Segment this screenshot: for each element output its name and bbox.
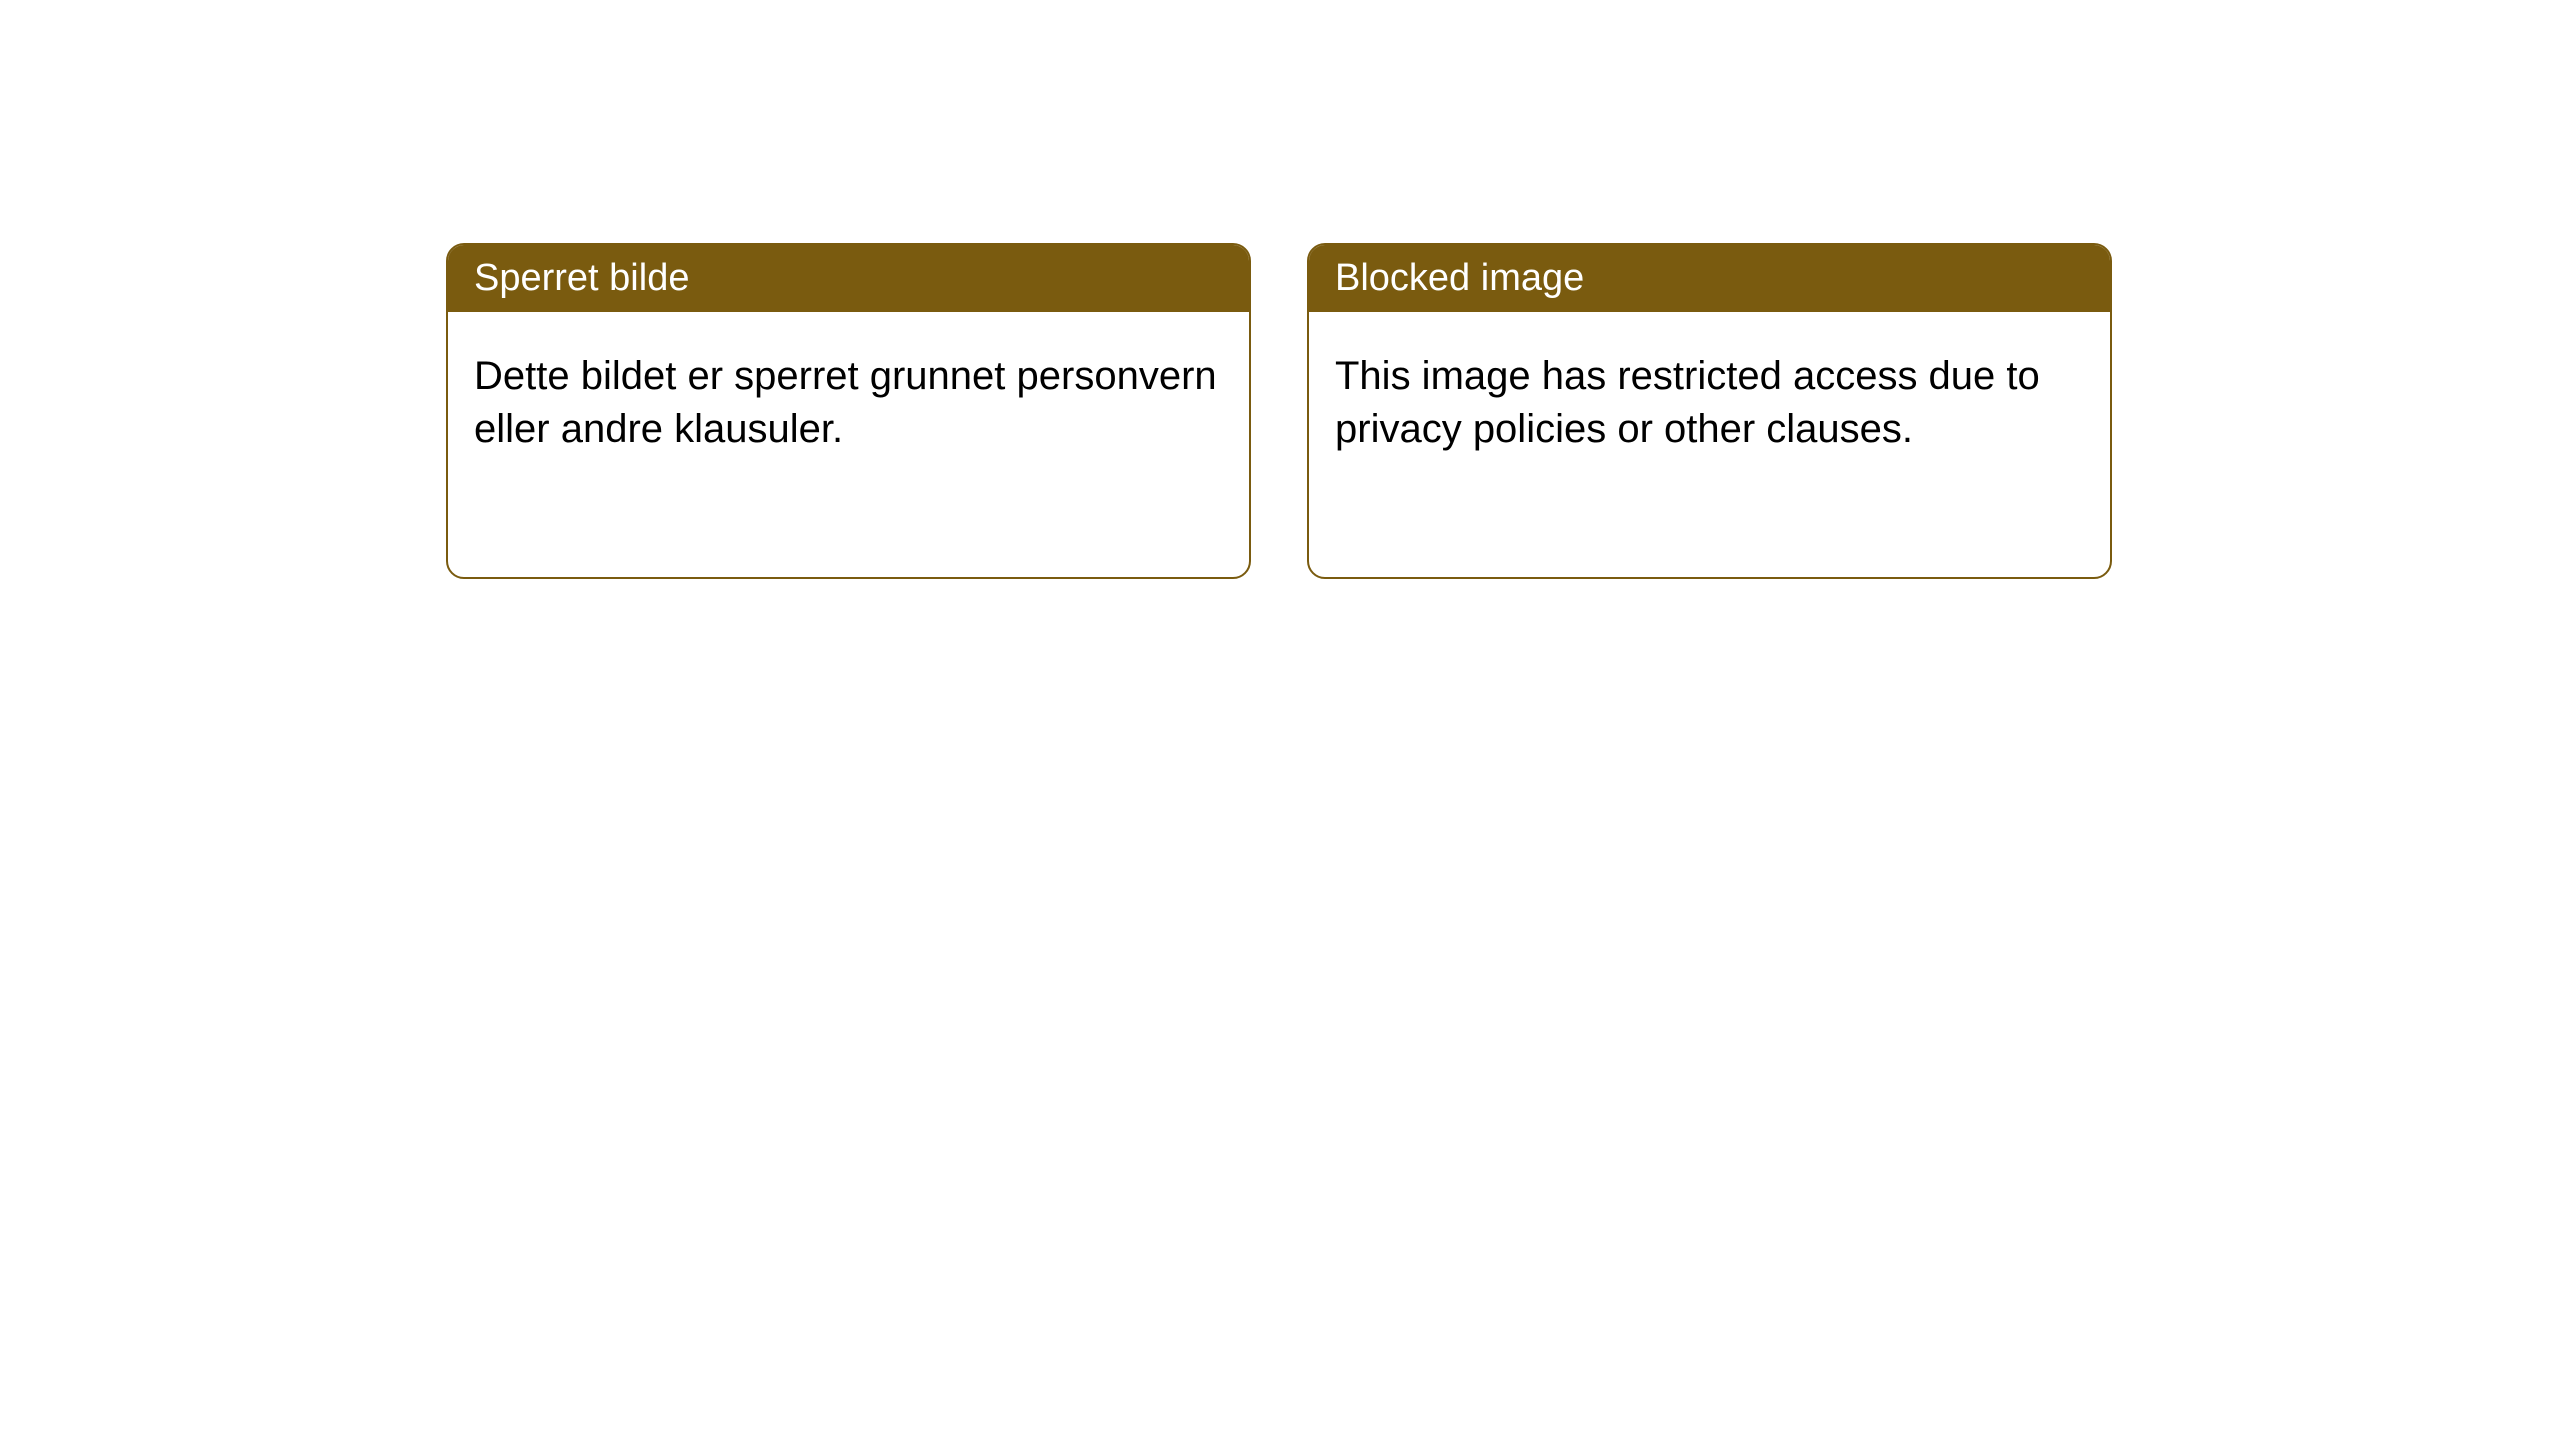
notice-cards-container: Sperret bilde Dette bildet er sperret gr…	[446, 243, 2112, 579]
card-body-english: This image has restricted access due to …	[1309, 312, 2110, 494]
card-title-norwegian: Sperret bilde	[448, 245, 1249, 312]
notice-card-norwegian: Sperret bilde Dette bildet er sperret gr…	[446, 243, 1251, 579]
card-body-norwegian: Dette bildet er sperret grunnet personve…	[448, 312, 1249, 494]
notice-card-english: Blocked image This image has restricted …	[1307, 243, 2112, 579]
card-title-english: Blocked image	[1309, 245, 2110, 312]
